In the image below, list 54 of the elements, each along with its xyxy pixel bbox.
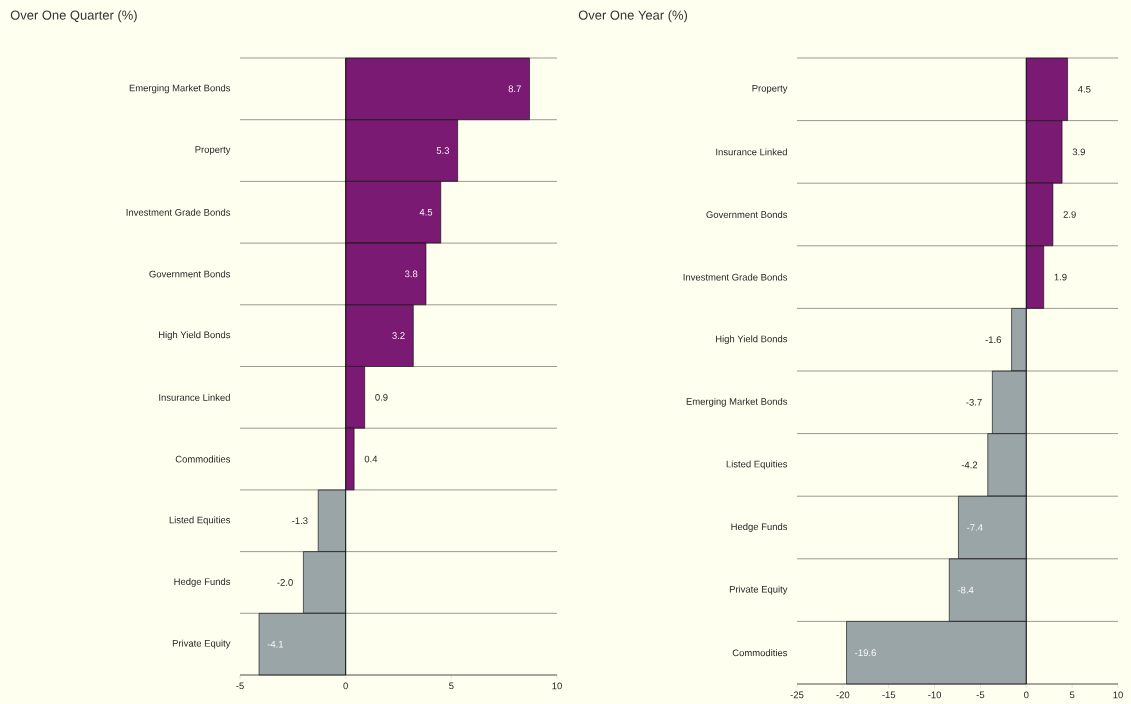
y-tick-label: Hedge Funds	[731, 523, 788, 532]
y-tick-label: Property	[752, 85, 788, 94]
data-label: -7.4	[967, 524, 983, 531]
y-tick-label: Insurance Linked	[159, 393, 230, 401]
y-tick-label: Emerging Market Bonds	[686, 397, 788, 407]
y-tick-label: High Yield Bonds	[159, 331, 231, 341]
x-tick-label: -5	[236, 682, 244, 690]
data-label: -8.4	[957, 586, 974, 594]
x-tick-label: 0	[1024, 691, 1029, 699]
x-tick-label: 5	[449, 682, 454, 690]
y-tick-label: Listed Equities	[169, 516, 231, 526]
data-label: 3.9	[1072, 148, 1085, 156]
y-tick-label: Property	[195, 146, 231, 155]
x-tick-label: -5	[976, 691, 985, 699]
y-tick-label: Hedge Funds	[174, 578, 231, 587]
y-tick-label: Government Bonds	[706, 211, 788, 218]
data-label: 4.5	[419, 208, 433, 216]
data-label: 1.9	[1054, 273, 1067, 281]
data-label: 8.7	[508, 85, 521, 93]
data-label: 3.8	[404, 270, 418, 278]
data-label: -3.7	[966, 398, 982, 406]
x-tick-label: -20	[836, 691, 850, 699]
x-tick-label: 10	[1113, 691, 1123, 699]
y-tick-label: Investment Grade Bonds	[126, 208, 231, 216]
y-tick-label: Listed Equities	[726, 460, 788, 470]
y-tick-label: Private Equity	[172, 639, 231, 649]
data-label: 3.2	[392, 332, 405, 339]
data-label: -1.3	[292, 517, 308, 525]
data-label: 4.5	[1077, 85, 1091, 93]
y-tick-label: Commodities	[175, 455, 231, 463]
x-tick-label: -15	[882, 691, 896, 699]
data-label: 0.4	[364, 455, 378, 463]
data-label: 0.9	[375, 394, 388, 401]
x-tick-label: -10	[928, 691, 942, 699]
data-label: -19.6	[855, 649, 876, 657]
x-tick-label: 5	[1069, 691, 1075, 699]
data-label: -2.0	[277, 579, 293, 586]
y-tick-label: Insurance Linked	[716, 148, 787, 156]
y-tick-label: Emerging Market Bonds	[129, 84, 231, 94]
data-label: -4.1	[267, 640, 284, 648]
data-label: 2.9	[1063, 211, 1076, 218]
data-label: -1.6	[985, 336, 1001, 344]
x-tick-label: -25	[790, 691, 804, 699]
y-tick-label: High Yield Bonds	[716, 335, 788, 345]
data-label: 5.3	[436, 147, 450, 154]
text: Over One Quarter (%)	[10, 10, 137, 23]
x-tick-label: 10	[552, 682, 562, 690]
y-tick-label: Commodities	[732, 649, 788, 657]
x-tick-label: 0	[343, 682, 348, 690]
text: Over One Year (%)	[578, 10, 688, 23]
y-tick-label: Government Bonds	[149, 270, 231, 278]
y-tick-label: Investment Grade Bonds	[683, 273, 788, 281]
y-tick-label: Private Equity	[729, 585, 788, 595]
data-label: -4.2	[961, 461, 978, 469]
